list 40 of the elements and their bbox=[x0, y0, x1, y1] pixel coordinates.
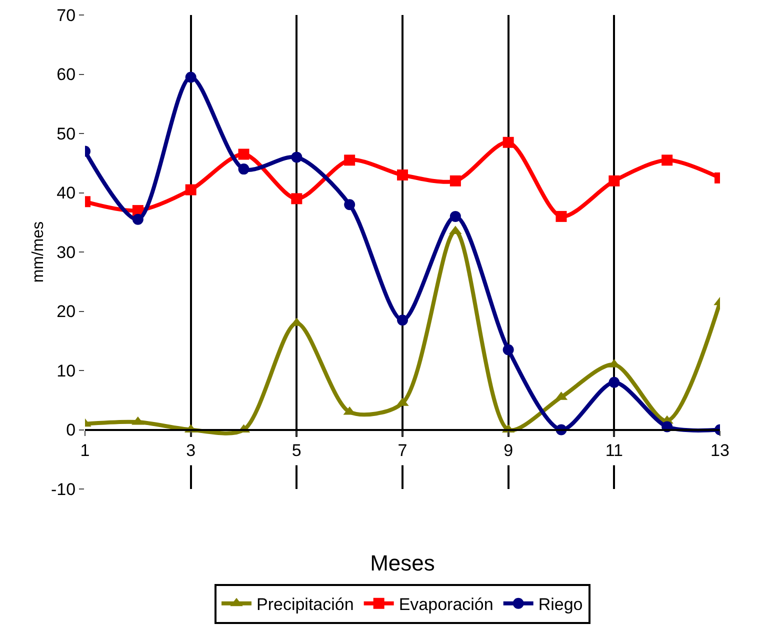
y-tick-label: 0 bbox=[66, 420, 76, 440]
y-tick-label: 10 bbox=[56, 361, 76, 380]
legend-label: Riego bbox=[538, 594, 583, 614]
x-tick-label: 5 bbox=[292, 441, 302, 460]
point bbox=[608, 175, 620, 186]
x-tick-label: 7 bbox=[398, 441, 408, 460]
point bbox=[344, 154, 356, 166]
y-tick-label: 50 bbox=[56, 124, 76, 144]
x-tick-label: 13 bbox=[710, 441, 730, 460]
point bbox=[450, 175, 461, 186]
point bbox=[238, 164, 250, 175]
point bbox=[291, 193, 302, 204]
x-tick-label: 3 bbox=[186, 441, 196, 460]
point bbox=[397, 314, 408, 326]
point bbox=[397, 169, 408, 180]
x-tick-label: 1 bbox=[80, 441, 90, 460]
x-tick-label: 9 bbox=[504, 441, 514, 460]
point bbox=[344, 199, 356, 210]
y-axis-title: mm/mes bbox=[30, 221, 47, 283]
point bbox=[291, 152, 302, 163]
y-tick-label: 20 bbox=[56, 302, 76, 322]
point bbox=[238, 148, 250, 160]
point bbox=[662, 154, 673, 166]
point bbox=[450, 210, 461, 222]
point bbox=[556, 210, 567, 222]
point bbox=[502, 136, 514, 148]
point bbox=[608, 376, 620, 388]
point bbox=[185, 184, 196, 196]
legend-label: Evaporación bbox=[398, 594, 494, 614]
y-tick-label: -10 bbox=[51, 480, 76, 499]
point bbox=[132, 214, 144, 225]
y-tick-label: 40 bbox=[56, 184, 76, 203]
x-axis-title: Meses bbox=[370, 550, 435, 576]
legend-label: Precipitación bbox=[256, 594, 354, 614]
y-tick-label: 30 bbox=[56, 242, 76, 262]
y-tick-label: 60 bbox=[56, 65, 76, 84]
point bbox=[185, 72, 196, 83]
point bbox=[502, 344, 514, 356]
x-tick-label: 11 bbox=[605, 441, 623, 460]
y-tick-label: 70 bbox=[56, 6, 76, 25]
